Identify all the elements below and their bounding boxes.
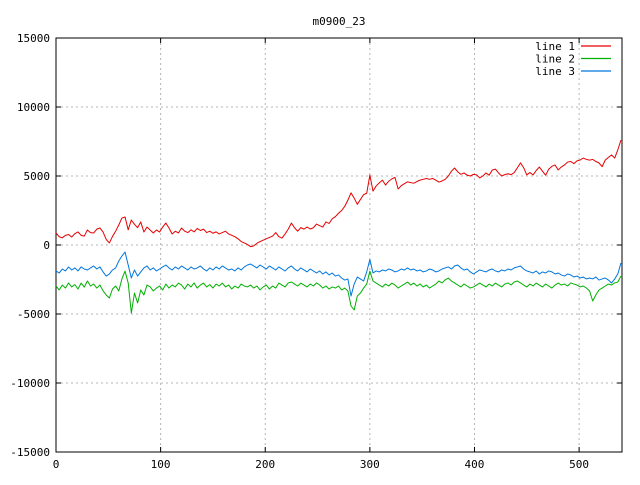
legend-label: line 1 [535, 40, 575, 53]
x-tick-label: 0 [53, 458, 60, 471]
legend-label: line 3 [535, 65, 575, 78]
x-tick-label: 200 [255, 458, 275, 471]
y-tick-label: -10000 [10, 377, 50, 390]
chart-title: m0900_23 [313, 15, 366, 28]
series-line-3 [55, 251, 622, 297]
y-tick-label: -15000 [10, 446, 50, 459]
x-tick-label: 300 [360, 458, 380, 471]
y-tick-label: 5000 [24, 170, 51, 183]
x-tick-label: 100 [151, 458, 171, 471]
x-tick-label: 400 [465, 458, 485, 471]
legend-label: line 2 [535, 53, 575, 66]
series-line-1 [55, 139, 622, 248]
y-tick-label: 10000 [17, 101, 50, 114]
series-line-2 [55, 270, 622, 314]
x-tick-label: 500 [569, 458, 589, 471]
y-tick-label: -5000 [17, 308, 50, 321]
y-tick-label: 15000 [17, 32, 50, 45]
y-tick-label: 0 [43, 239, 50, 252]
